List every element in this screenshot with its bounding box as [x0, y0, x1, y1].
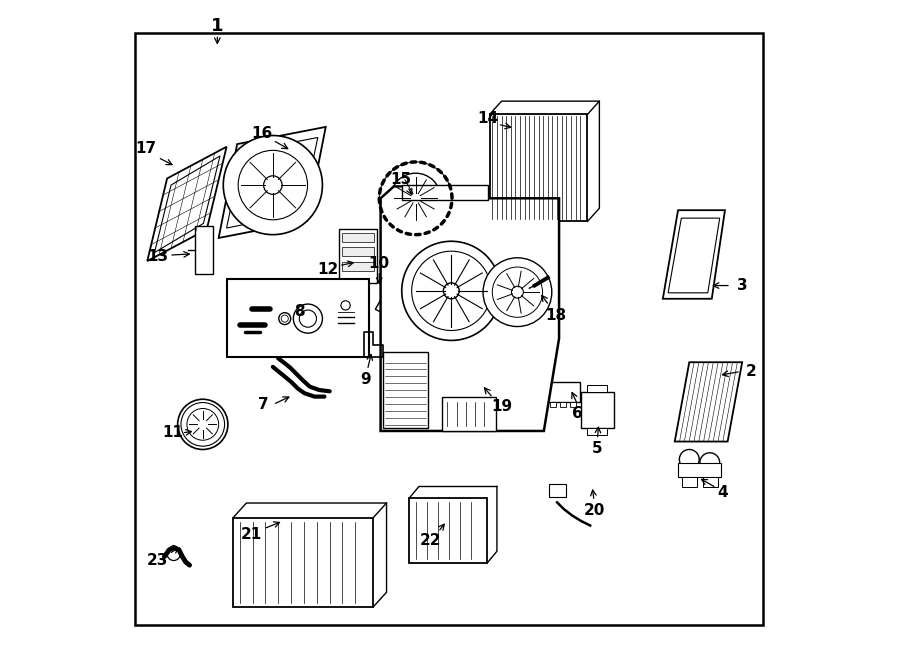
Text: 1: 1 — [212, 17, 223, 36]
Bar — [409, 498, 487, 563]
Circle shape — [511, 286, 524, 298]
Bar — [342, 233, 374, 242]
Text: 18: 18 — [545, 309, 566, 323]
Polygon shape — [375, 295, 405, 316]
Bar — [549, 484, 566, 497]
Text: 2: 2 — [745, 364, 756, 379]
Polygon shape — [155, 156, 220, 253]
Circle shape — [264, 176, 282, 194]
Text: 15: 15 — [390, 173, 411, 187]
Bar — [339, 229, 377, 283]
Circle shape — [401, 241, 501, 340]
Text: 6: 6 — [572, 407, 583, 421]
Circle shape — [341, 301, 350, 310]
Text: 23: 23 — [148, 553, 168, 568]
Bar — [560, 402, 566, 407]
Circle shape — [492, 267, 543, 317]
Bar — [342, 262, 374, 271]
Bar — [195, 226, 213, 274]
Bar — [588, 428, 608, 435]
Bar — [570, 402, 576, 407]
Circle shape — [238, 151, 308, 219]
Bar — [490, 114, 588, 221]
Circle shape — [293, 304, 322, 333]
Text: 19: 19 — [491, 399, 512, 414]
Circle shape — [300, 310, 317, 327]
Circle shape — [391, 173, 441, 223]
Circle shape — [177, 399, 228, 449]
Text: 22: 22 — [419, 533, 441, 548]
Text: 14: 14 — [478, 112, 499, 126]
Circle shape — [409, 192, 422, 205]
Text: 20: 20 — [583, 503, 605, 518]
Bar — [678, 463, 721, 477]
Text: 8: 8 — [294, 305, 304, 319]
Bar — [382, 352, 428, 428]
Text: 11: 11 — [162, 426, 183, 440]
Text: 16: 16 — [251, 126, 272, 141]
Circle shape — [279, 313, 291, 325]
Text: 17: 17 — [135, 141, 157, 156]
Bar — [233, 518, 374, 607]
Bar — [588, 385, 608, 392]
Polygon shape — [381, 186, 559, 431]
Text: 3: 3 — [737, 278, 748, 293]
Bar — [682, 477, 697, 487]
Text: 4: 4 — [717, 485, 727, 500]
Polygon shape — [675, 362, 742, 442]
Circle shape — [281, 315, 288, 322]
Bar — [342, 247, 374, 256]
Bar — [545, 382, 580, 402]
Circle shape — [483, 258, 552, 327]
Bar — [703, 477, 717, 487]
Bar — [442, 397, 496, 431]
Text: 9: 9 — [360, 372, 371, 387]
Text: 21: 21 — [241, 527, 262, 541]
Polygon shape — [148, 147, 227, 261]
Bar — [227, 279, 369, 357]
Text: 12: 12 — [317, 262, 338, 277]
Polygon shape — [662, 210, 725, 299]
Circle shape — [223, 136, 322, 235]
Text: 7: 7 — [258, 397, 269, 412]
Bar — [580, 392, 614, 428]
Bar — [402, 185, 489, 200]
Polygon shape — [219, 127, 326, 238]
Circle shape — [700, 453, 720, 473]
Bar — [135, 33, 763, 625]
Circle shape — [187, 408, 219, 440]
Bar — [550, 402, 556, 407]
Circle shape — [680, 449, 699, 469]
Circle shape — [181, 403, 225, 446]
Circle shape — [167, 547, 180, 561]
Text: 10: 10 — [368, 256, 389, 270]
Text: 5: 5 — [592, 441, 603, 455]
Circle shape — [444, 283, 459, 299]
Polygon shape — [668, 218, 720, 293]
Circle shape — [411, 251, 491, 330]
Polygon shape — [227, 137, 318, 228]
Text: 13: 13 — [148, 249, 168, 264]
